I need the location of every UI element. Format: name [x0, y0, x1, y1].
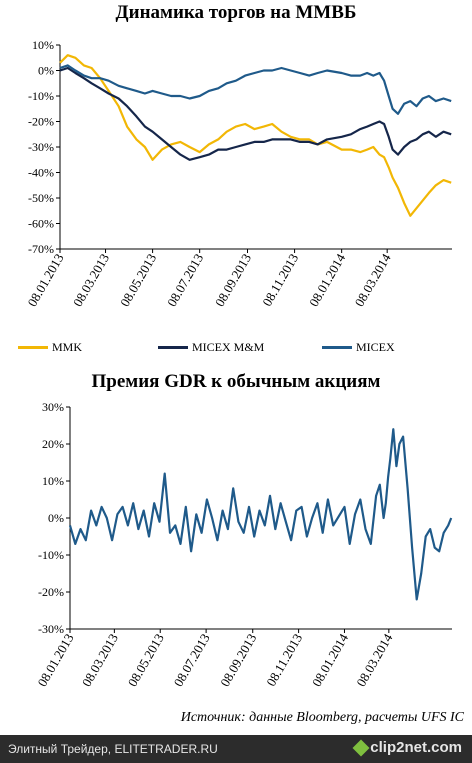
legend-item-micex: MICEX [322, 340, 395, 355]
footer-site-text: Элитный Трейдер, ELITETRADER.RU [8, 742, 218, 756]
y-tick-label: -70% [28, 242, 54, 256]
x-tick-label: 08.01.2013 [34, 631, 76, 689]
x-tick-label: 08.03.2014 [353, 631, 395, 690]
chart1-legend: MMK MICEX M&M MICEX [0, 340, 472, 356]
y-tick-label: -50% [28, 191, 54, 205]
chart1-title: Динамика торгов на ММВБ [115, 2, 357, 23]
chart2-plot: 30%20%10%0%-10%-20%-30% 08.01.2013 08.03.… [34, 400, 453, 690]
legend-swatch-micex [322, 346, 352, 349]
y-tick-label: -30% [38, 622, 64, 636]
chart1-y-ticks: 10% 0% -10% -20% -30% -40% -50% -60% -70% [28, 38, 60, 256]
chart2-series [68, 428, 453, 601]
y-tick-label: 10% [32, 38, 54, 52]
series-line-mmk [59, 54, 452, 217]
x-tick-label: 08.01.2014 [309, 631, 351, 690]
legend-item-mmk: MMK [18, 340, 82, 355]
x-tick-label: 08.07.2013 [170, 631, 212, 689]
y-tick-label: -10% [28, 89, 54, 103]
x-tick-label: 08.05.2013 [125, 631, 167, 689]
source-note: Источник: данные Bloomberg, расчеты UFS … [180, 710, 464, 725]
x-tick-label: 08.03.2013 [79, 631, 121, 689]
chart1-series [59, 54, 452, 217]
legend-label-mmk: MMK [52, 340, 83, 354]
series-line-premium [68, 428, 453, 601]
y-tick-label: 0% [38, 64, 54, 78]
y-tick-label: 0% [48, 511, 64, 525]
y-tick-label: -60% [28, 217, 54, 231]
x-tick-label: 08.11.2013 [263, 631, 305, 689]
legend-label-micex-mm: MICEX M&M [192, 340, 265, 354]
chart2-title: Премия GDR к обычным акциям [91, 371, 381, 392]
legend-item-micex-mm: MICEX M&M [158, 340, 264, 355]
clip2net-logo[interactable]: clip2net.com [352, 739, 462, 756]
y-tick-label: 20% [42, 437, 64, 451]
y-tick-label: -20% [28, 115, 54, 129]
series-line-micex [59, 64, 452, 115]
series-line-micex-m-m [59, 66, 452, 161]
x-tick-label: 08.09.2013 [217, 631, 259, 689]
legend-label-micex: MICEX [356, 340, 395, 354]
clip2net-logo-icon [352, 739, 370, 756]
clip2net-logo-text: clip2net.com [370, 739, 462, 756]
legend-swatch-mmk [18, 346, 48, 349]
y-tick-label: 10% [42, 474, 64, 488]
y-tick-label: -30% [28, 140, 54, 154]
y-tick-label: 30% [42, 400, 64, 414]
y-tick-label: -20% [38, 585, 64, 599]
chart1-plot: 10%0%-10%-20%-30%-40%-50%-60%-70% 08.01.… [24, 38, 452, 309]
footer-bar: Элитный Трейдер, ELITETRADER.RU clip2net… [0, 735, 472, 763]
chart2-x-ticks: 08.01.2013 08.03.2013 08.05.2013 08.07.2013… [34, 629, 396, 690]
y-tick-label: -40% [28, 166, 54, 180]
y-tick-label: -10% [38, 548, 64, 562]
legend-swatch-micex-mm [158, 346, 188, 349]
chart2-y-ticks: 30% 20% 10% 0% -10% -20% -30% [38, 400, 70, 636]
